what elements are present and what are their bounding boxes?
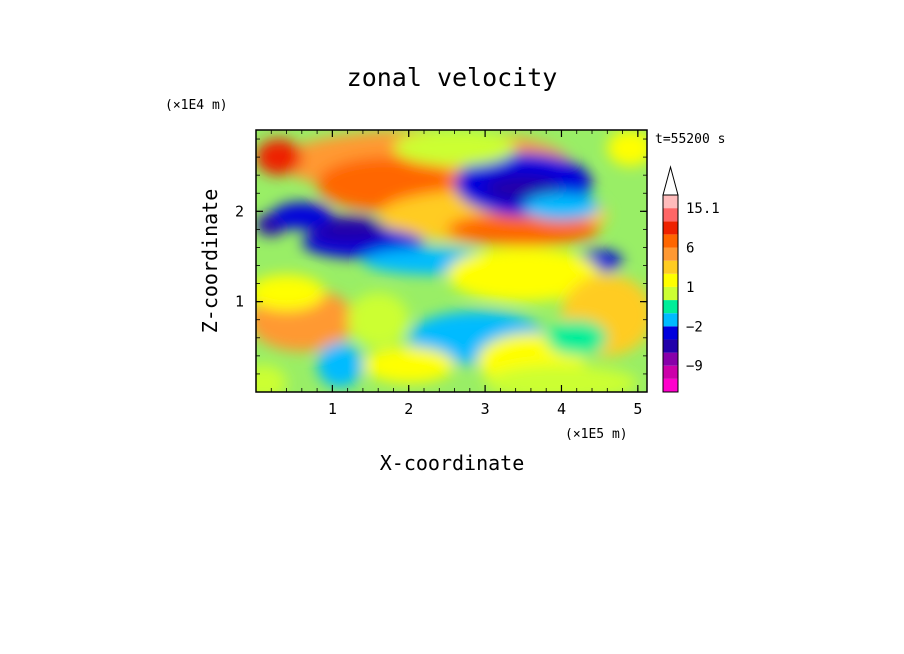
y-axis-label: Z-coordinate [198, 189, 222, 334]
colorbar-swatch [663, 365, 678, 379]
colorbar-swatch [663, 208, 678, 222]
x-tick-label: 3 [481, 400, 490, 418]
y-axis: 12 [235, 138, 647, 375]
field-region [362, 346, 455, 383]
time-label: t=55200 s [655, 132, 725, 147]
field-region [317, 342, 363, 388]
colorbar-label: −2 [686, 319, 703, 335]
field-region [607, 130, 647, 167]
colorbar-label: 1 [686, 280, 694, 296]
colorbar-swatch [663, 286, 678, 301]
colorbar-swatch [663, 326, 678, 340]
colorbar-swatch [663, 221, 678, 235]
colorbar-swatch [663, 339, 678, 353]
field-region [393, 130, 516, 167]
colorbar-swatch [663, 273, 678, 287]
field-region [446, 213, 600, 246]
field-region [256, 139, 302, 176]
colorbar-swatch [663, 352, 678, 366]
colorbar-swatch [663, 195, 678, 209]
field-region [256, 274, 325, 311]
field-region [446, 247, 600, 302]
colorbar-swatch [663, 260, 678, 274]
y-tick-label: 1 [235, 293, 244, 311]
colorbar-swatch [663, 234, 678, 248]
x-axis: 1 2 3 4 5 [270, 130, 642, 418]
colorbar-swatch [663, 247, 678, 261]
x-tick-label: 4 [557, 400, 566, 418]
colorbar-over-arrow [662, 165, 679, 196]
velocity-field [256, 130, 647, 392]
field-region [523, 193, 600, 221]
field-region [256, 364, 287, 392]
x-axis-label: X-coordinate [380, 451, 525, 475]
chart-title: zonal velocity [347, 63, 558, 92]
field-region [546, 319, 608, 356]
colorbar-label: 6 [686, 241, 694, 257]
y-tick-label: 2 [235, 202, 244, 220]
x-tick-label: 1 [328, 400, 337, 418]
colorbar-swatch [663, 378, 678, 392]
x-tick-label: 5 [633, 400, 642, 418]
colorbar: 15.1 6 1 −2 −9 [662, 165, 720, 393]
plot-frame [255, 129, 648, 393]
y-unit-label: (×1E4 m) [165, 98, 228, 113]
field-region [485, 364, 638, 392]
x-tick-label: 2 [404, 400, 413, 418]
field-region [347, 292, 409, 347]
colorbar-label: 15.1 [686, 201, 720, 217]
colorbar-swatch [663, 313, 678, 327]
colorbar-label: −9 [686, 359, 703, 375]
field-region [271, 202, 333, 230]
field-region [309, 215, 386, 243]
x-unit-label: (×1E5 m) [565, 427, 628, 442]
colorbar-frame [662, 194, 679, 393]
colorbar-swatch [663, 300, 678, 314]
